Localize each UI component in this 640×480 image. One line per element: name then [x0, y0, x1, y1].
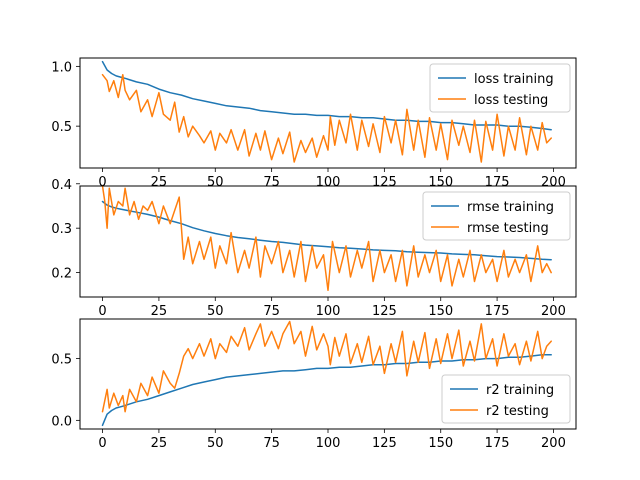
- rmse-x-tick-label: 150: [428, 304, 453, 319]
- r2-x-tick-label: 175: [485, 436, 510, 451]
- loss-x-tick-label: 125: [372, 175, 397, 190]
- loss-legend-box: [429, 63, 571, 113]
- rmse-legend-box: [422, 191, 571, 241]
- loss-x-tick-label: 25: [151, 175, 168, 190]
- loss-legend-label: loss training: [474, 72, 554, 87]
- r2-x-tick-label: 0: [98, 436, 106, 451]
- rmse-x-tick-label: 100: [316, 304, 341, 319]
- rmse-panel: 0 25 50 75 100 125 150 175 200 0.2 0.3 0.4 rmse trai…: [51, 178, 577, 319]
- loss-x-tick-label: 150: [428, 175, 453, 190]
- r2-series-training-line: [101, 354, 552, 427]
- loss-x-tick-label: 0: [98, 175, 106, 190]
- loss-series-testing-line: [101, 73, 552, 163]
- rmse-x-tick-label: 25: [151, 304, 168, 319]
- loss-x-tick-label: 175: [485, 175, 510, 190]
- r2-x-tick-label: 50: [207, 436, 224, 451]
- loss-panel: 0 25 50 75 100 125 150 175 200 0.5 1.0 loss trainin…: [51, 57, 577, 190]
- rmse-y-tick-label: 0.2: [51, 267, 72, 282]
- r2-x-tick-label: 150: [428, 436, 453, 451]
- rmse-legend-label: rmse training: [467, 200, 554, 215]
- rmse-y-tick-label: 0.4: [51, 178, 72, 193]
- rmse-x-tick-label: 50: [207, 304, 224, 319]
- r2-legend-label: r2 training: [486, 383, 554, 398]
- loss-legend-label: loss testing: [474, 93, 548, 108]
- rmse-x-tick-label: 0: [98, 304, 106, 319]
- r2-y-tick-label: 0.5: [51, 353, 72, 368]
- r2-x-tick-label: 25: [151, 436, 168, 451]
- r2-legend-label: r2 testing: [486, 404, 549, 419]
- rmse-legend: rmse training rmse testing: [422, 191, 571, 241]
- rmse-legend-label: rmse testing: [467, 221, 549, 236]
- rmse-x-tick-label: 200: [541, 304, 566, 319]
- rmse-x-tick-label: 75: [263, 304, 280, 319]
- r2-legend-box: [441, 374, 571, 424]
- r2-series-testing-line: [101, 320, 552, 413]
- loss-y-tick-label: 1.0: [51, 60, 72, 75]
- r2-x-tick-label: 100: [316, 436, 341, 451]
- r2-x-tick-label: 125: [372, 436, 397, 451]
- rmse-x-tick-label: 125: [372, 304, 397, 319]
- rmse-y-tick-label: 0.3: [51, 222, 72, 237]
- rmse-series-training-line: [101, 200, 552, 261]
- loss-legend: loss training loss testing: [429, 63, 571, 113]
- loss-series-training-line: [101, 60, 552, 131]
- r2-legend: r2 training r2 testing: [441, 374, 571, 424]
- rmse-series-testing-line: [101, 185, 552, 292]
- r2-x-tick-label: 200: [541, 436, 566, 451]
- loss-x-tick-label: 75: [263, 175, 280, 190]
- loss-x-tick-label: 50: [207, 175, 224, 190]
- loss-y-tick-label: 0.5: [51, 120, 72, 135]
- loss-x-tick-label: 100: [316, 175, 341, 190]
- r2-x-tick-label: 75: [263, 436, 280, 451]
- r2-y-tick-label: 0.0: [51, 414, 72, 429]
- loss-x-tick-label: 200: [541, 175, 566, 190]
- rmse-x-tick-label: 175: [485, 304, 510, 319]
